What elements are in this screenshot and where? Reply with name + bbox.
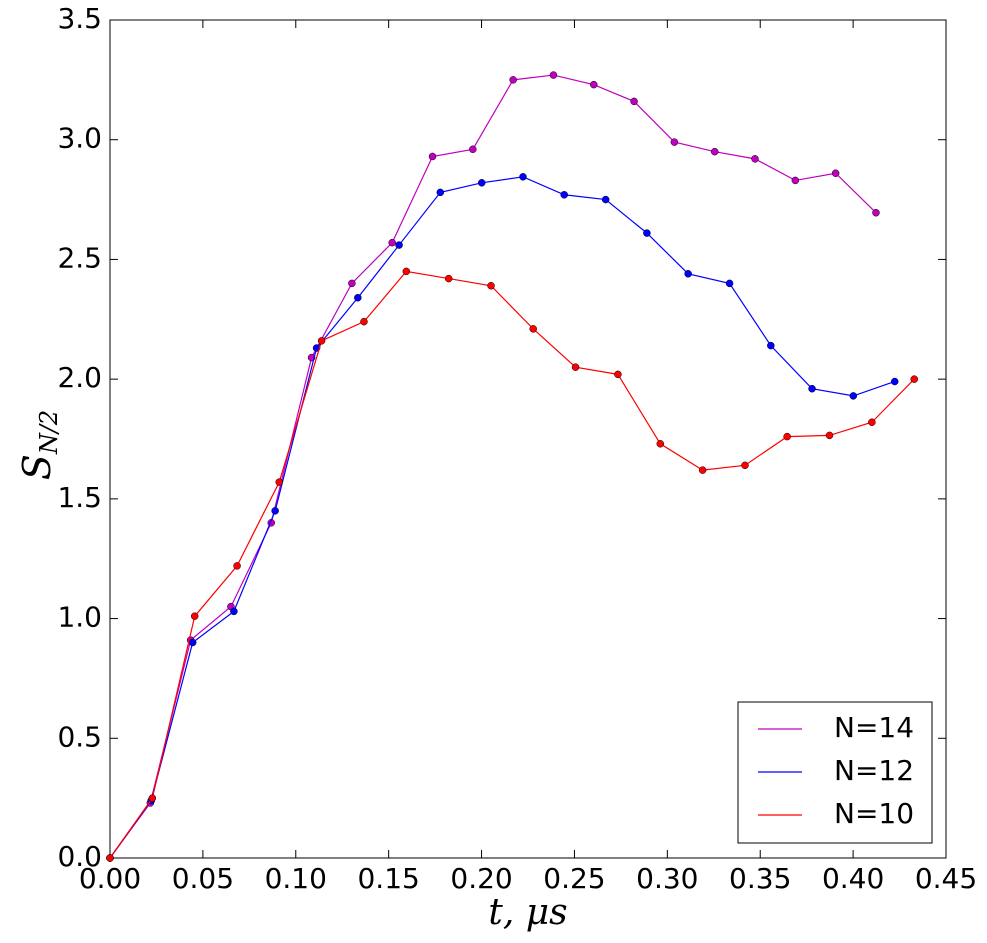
legend: N=14 N=12 N=10 (737, 701, 933, 844)
point (388, 238, 396, 247)
point (428, 152, 437, 161)
point (868, 418, 876, 426)
point (808, 384, 816, 393)
point (725, 279, 734, 288)
point (560, 191, 568, 199)
point (698, 466, 707, 474)
y-tick-label: 1.0 (57, 601, 102, 634)
point (348, 279, 356, 288)
legend-label: N=10 (834, 797, 914, 830)
point (271, 507, 279, 515)
point (230, 607, 238, 616)
point (188, 638, 197, 647)
x-tick-label: 0.30 (636, 862, 698, 895)
point (590, 80, 598, 89)
point (395, 241, 403, 249)
x-tick-label: 0.15 (357, 862, 419, 895)
point (519, 173, 527, 181)
point (233, 562, 241, 570)
x-tick-label: 0.40 (822, 862, 884, 895)
legend-label: N=12 (834, 754, 914, 787)
x-tick-label: 0.10 (265, 862, 327, 895)
point (436, 188, 445, 197)
point (444, 274, 453, 283)
x-tick-label: 0.00 (79, 862, 141, 895)
point (477, 179, 486, 187)
point (106, 854, 114, 862)
point (910, 375, 918, 383)
point (317, 337, 326, 345)
point (601, 195, 610, 204)
point (275, 478, 283, 486)
point (614, 370, 622, 379)
point (783, 432, 791, 441)
series-line (109, 270, 915, 859)
y-axis-label: SN/2 (15, 410, 63, 480)
point (751, 155, 759, 163)
point (509, 76, 517, 84)
point (630, 97, 638, 106)
y-label-main: S (15, 454, 59, 480)
point (487, 282, 495, 290)
x-tick-label: 0.20 (450, 862, 512, 895)
point (825, 431, 834, 440)
x-tick-label: 0.05 (172, 862, 234, 895)
point (670, 138, 679, 146)
point (741, 461, 749, 470)
point (849, 392, 858, 400)
point (148, 794, 157, 802)
y-label-sub: N/2 (35, 410, 63, 455)
point (571, 363, 580, 371)
series-line (109, 176, 895, 859)
point (469, 145, 477, 154)
x-tick-label: 0.25 (543, 862, 605, 895)
point (710, 147, 719, 156)
point (360, 317, 368, 326)
y-tick-label: 3.0 (57, 122, 102, 155)
point (190, 612, 199, 620)
point (643, 229, 651, 237)
point (767, 341, 775, 350)
point (656, 440, 665, 448)
x-tick-label: 0.35 (729, 862, 791, 895)
point (549, 71, 558, 79)
y-tick-label: 3.5 (57, 2, 102, 35)
point (890, 377, 899, 386)
x-tick-label: 0.45 (915, 862, 977, 895)
point (791, 176, 800, 185)
y-tick-label: 1.5 (57, 481, 102, 514)
point (402, 267, 411, 276)
point (354, 293, 362, 302)
point (684, 270, 692, 278)
y-tick-label: 2.5 (57, 241, 102, 274)
point (529, 325, 537, 333)
point (872, 208, 880, 217)
x-axis-label: t, μs (488, 892, 567, 933)
point (831, 169, 840, 177)
legend-label: N=14 (834, 711, 914, 744)
series-line (109, 74, 877, 859)
y-tick-label: 0.5 (57, 720, 102, 753)
y-tick-label: 2.0 (57, 361, 102, 394)
y-tick-label: 0.0 (57, 840, 102, 873)
